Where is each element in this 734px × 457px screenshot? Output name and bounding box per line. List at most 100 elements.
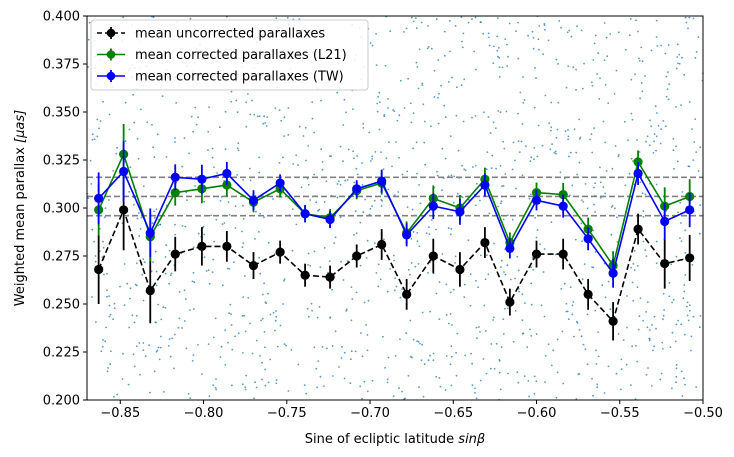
scatter-point (521, 319, 524, 322)
scatter-point (620, 368, 623, 370)
scatter-point (449, 233, 452, 236)
scatter-point (484, 278, 487, 281)
scatter-point (607, 365, 610, 368)
scatter-point (283, 343, 286, 345)
scatter-point (447, 81, 450, 83)
scatter-point (456, 332, 459, 335)
data-point (505, 243, 515, 253)
scatter-point (498, 76, 501, 78)
scatter-point (219, 356, 222, 358)
scatter-point (155, 284, 158, 287)
scatter-point (224, 148, 227, 151)
scatter-point (153, 210, 156, 213)
scatter-point (230, 313, 232, 315)
scatter-point (522, 101, 525, 104)
scatter-point (412, 231, 415, 233)
scatter-point (675, 145, 677, 148)
scatter-point (369, 207, 372, 210)
scatter-point (550, 126, 553, 129)
scatter-point (630, 78, 633, 81)
scatter-point (478, 326, 480, 328)
scatter-point (495, 342, 498, 345)
scatter-point (454, 255, 457, 258)
scatter-point (305, 159, 307, 162)
scatter-point (651, 324, 653, 326)
scatter-point (548, 122, 551, 124)
scatter-point (102, 240, 104, 243)
scatter-point (660, 44, 662, 47)
scatter-point (264, 368, 266, 371)
scatter-point (581, 240, 583, 243)
scatter-point (636, 265, 639, 267)
scatter-point (112, 170, 115, 172)
scatter-point (573, 335, 575, 338)
scatter-point (538, 25, 541, 27)
scatter-point (436, 170, 438, 173)
scatter-point (675, 323, 678, 326)
scatter-point (572, 301, 575, 303)
scatter-point (386, 381, 389, 384)
scatter-point (410, 16, 413, 19)
scatter-point (627, 139, 629, 142)
scatter-point (162, 306, 165, 308)
scatter-point (412, 147, 414, 150)
scatter-point (365, 257, 368, 259)
scatter-point (184, 298, 187, 300)
scatter-point (87, 38, 90, 41)
scatter-point (552, 349, 555, 352)
scatter-point (500, 200, 503, 203)
scatter-point (593, 186, 595, 189)
scatter-point (528, 395, 530, 398)
scatter-point (543, 315, 546, 318)
scatter-point (507, 372, 509, 375)
scatter-point (493, 368, 496, 370)
scatter-point (655, 327, 657, 330)
scatter-point (455, 374, 458, 377)
scatter-point (422, 395, 425, 398)
scatter-point (479, 331, 481, 333)
scatter-point (203, 256, 206, 258)
scatter-point (283, 278, 286, 280)
scatter-point (578, 161, 581, 164)
scatter-point (632, 160, 634, 162)
scatter-point (380, 151, 382, 154)
scatter-point (334, 236, 337, 239)
scatter-point (350, 286, 353, 288)
scatter-point (189, 309, 191, 311)
scatter-point (558, 20, 561, 22)
scatter-point (507, 55, 509, 58)
scatter-point (452, 288, 455, 291)
scatter-point (561, 330, 564, 333)
scatter-point (221, 284, 224, 287)
scatter-point (444, 157, 447, 160)
scatter-point (527, 380, 530, 382)
data-point (170, 188, 180, 198)
scatter-point (99, 120, 102, 122)
scatter-point (659, 142, 662, 145)
scatter-point (503, 271, 505, 273)
scatter-point (603, 392, 606, 394)
scatter-point (568, 155, 570, 158)
scatter-point (174, 141, 176, 144)
scatter-point (604, 192, 607, 195)
scatter-point (535, 333, 538, 336)
scatter-point (168, 249, 171, 252)
scatter-point (620, 388, 622, 391)
scatter-point (444, 116, 447, 119)
scatter-point (356, 155, 358, 157)
scatter-point (487, 116, 490, 118)
scatter-point (655, 183, 658, 186)
scatter-point (102, 246, 105, 249)
scatter-point (244, 330, 247, 333)
scatter-point (243, 314, 245, 317)
scatter-point (106, 370, 109, 373)
scatter-point (186, 199, 188, 202)
scatter-point (244, 388, 247, 391)
legend: mean uncorrected parallaxes mean correcte… (90, 19, 369, 91)
scatter-point (672, 138, 675, 140)
scatter-point (224, 329, 227, 331)
scatter-point (492, 62, 495, 64)
scatter-point (663, 309, 665, 311)
scatter-point (349, 382, 352, 385)
